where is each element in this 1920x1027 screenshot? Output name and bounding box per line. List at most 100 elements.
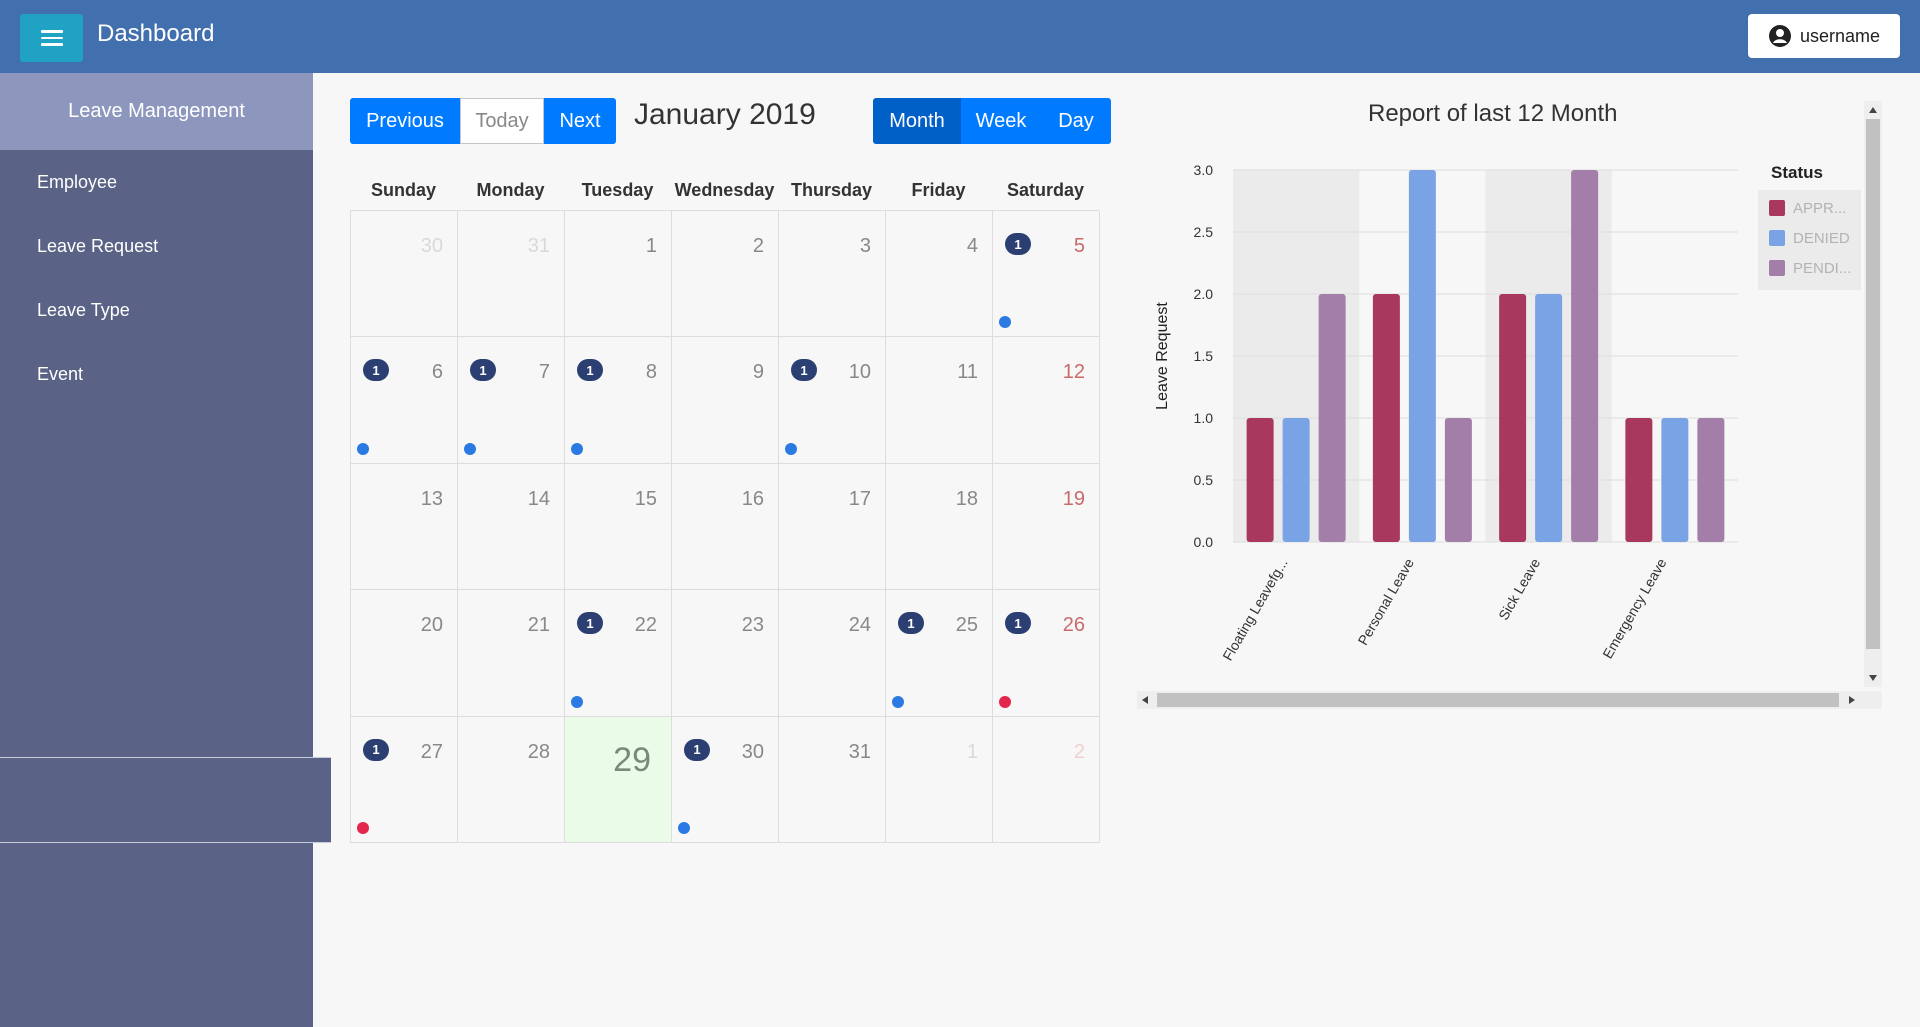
day-number: 29 bbox=[613, 740, 651, 779]
calendar-day[interactable]: 24 bbox=[779, 590, 886, 717]
event-dot[interactable] bbox=[999, 695, 1011, 708]
day-number: 10 bbox=[848, 361, 871, 384]
event-dot[interactable] bbox=[999, 316, 1011, 329]
sidebar-item-event[interactable]: Event bbox=[37, 363, 84, 384]
event-dot[interactable] bbox=[571, 695, 583, 708]
sidebar-header[interactable]: Leave Management bbox=[0, 73, 313, 150]
sidebar-item-leave-request[interactable]: Leave Request bbox=[37, 235, 159, 256]
calendar-day[interactable]: 22 1 bbox=[565, 590, 672, 717]
calendar-day[interactable]: 2 bbox=[993, 716, 1100, 843]
sidebar-item-leave-type[interactable]: Leave Type bbox=[37, 299, 130, 320]
weekday-label: Thursday bbox=[790, 179, 873, 200]
calendar-day-today[interactable]: 29 bbox=[565, 716, 672, 843]
x-tick-label: Personal Leave bbox=[1354, 555, 1417, 647]
sidebar-item-employee[interactable]: Employee bbox=[37, 171, 118, 192]
day-number: 26 bbox=[1062, 614, 1085, 637]
previous-button[interactable]: Previous bbox=[350, 98, 460, 144]
day-number: 2 bbox=[752, 235, 764, 257]
event-count-badge[interactable]: 1 bbox=[470, 359, 496, 382]
day-number: 2 bbox=[1073, 740, 1085, 763]
event-dot[interactable] bbox=[892, 695, 904, 708]
scroll-right-icon[interactable] bbox=[1849, 696, 1855, 704]
today-button[interactable]: Today bbox=[460, 98, 544, 144]
event-dot[interactable] bbox=[571, 442, 583, 455]
scroll-up-icon[interactable] bbox=[1869, 107, 1877, 113]
calendar-day[interactable]: 23 bbox=[672, 590, 779, 717]
calendar-day[interactable]: 10 1 bbox=[779, 337, 886, 464]
calendar-day[interactable]: 13 bbox=[351, 463, 458, 591]
calendar-day[interactable]: 12 bbox=[993, 337, 1100, 464]
calendar-day[interactable]: 1 bbox=[886, 716, 993, 843]
event-count-badge[interactable]: 1 bbox=[577, 612, 603, 635]
vertical-scroll-thumb[interactable] bbox=[1866, 119, 1880, 649]
calendar-day[interactable]: 27 1 bbox=[351, 716, 458, 843]
calendar-day[interactable]: 20 bbox=[351, 590, 458, 717]
calendar-day[interactable]: 30 bbox=[351, 211, 458, 338]
calendar-day[interactable]: 30 1 bbox=[672, 716, 779, 843]
calendar-day[interactable]: 17 bbox=[779, 463, 886, 591]
calendar-day[interactable]: 1 bbox=[565, 211, 672, 338]
calendar-day[interactable]: 11 bbox=[886, 337, 993, 464]
day-number: 1 bbox=[645, 235, 657, 257]
bar bbox=[1282, 418, 1310, 542]
calendar-day[interactable]: 15 bbox=[565, 463, 672, 591]
calendar-day[interactable]: 2 bbox=[672, 211, 779, 338]
chart-horizontal-scrollbar[interactable] bbox=[1137, 691, 1882, 709]
event-dot[interactable] bbox=[678, 821, 690, 834]
event-count-badge[interactable]: 1 bbox=[684, 738, 710, 761]
event-count-badge[interactable]: 1 bbox=[791, 359, 817, 382]
day-number: 1 bbox=[966, 740, 978, 763]
day-view-button[interactable]: Day bbox=[1041, 98, 1111, 144]
calendar-day[interactable]: 28 bbox=[458, 716, 565, 843]
event-count-badge[interactable]: 1 bbox=[363, 738, 389, 761]
menu-button[interactable] bbox=[20, 14, 83, 62]
horizontal-scroll-thumb[interactable] bbox=[1157, 693, 1839, 707]
y-axis-label: Leave Request bbox=[1154, 302, 1171, 410]
calendar-day[interactable]: 4 bbox=[886, 211, 993, 338]
event-dot[interactable] bbox=[357, 442, 369, 455]
next-button[interactable]: Next bbox=[544, 98, 616, 144]
event-count-badge[interactable]: 1 bbox=[577, 359, 603, 382]
calendar-day[interactable]: 14 bbox=[458, 463, 565, 591]
user-button[interactable]: username bbox=[1748, 14, 1900, 58]
day-number: 13 bbox=[420, 487, 443, 510]
day-number: 8 bbox=[645, 361, 657, 384]
calendar-day[interactable]: 18 bbox=[886, 463, 993, 591]
y-tick-label: 1.0 bbox=[1194, 410, 1214, 426]
legend-swatch bbox=[1769, 200, 1785, 216]
event-count-badge[interactable]: 1 bbox=[1005, 233, 1031, 255]
event-count-badge[interactable]: 1 bbox=[1005, 612, 1031, 635]
day-number: 15 bbox=[634, 487, 657, 510]
calendar-day[interactable]: 16 bbox=[672, 463, 779, 591]
event-dot[interactable] bbox=[785, 442, 797, 455]
app-title: Dashboard bbox=[97, 20, 215, 47]
month-view-button[interactable]: Month bbox=[873, 98, 961, 144]
calendar-day[interactable]: 3 bbox=[779, 211, 886, 338]
calendar-day[interactable]: 26 1 bbox=[993, 590, 1100, 717]
calendar-day[interactable]: 25 1 bbox=[886, 590, 993, 717]
calendar-day[interactable]: 31 bbox=[458, 211, 565, 338]
y-tick-label: 0.5 bbox=[1194, 472, 1214, 488]
day-number: 5 bbox=[1073, 235, 1085, 257]
week-view-button[interactable]: Week bbox=[961, 98, 1041, 144]
weekday-label: Saturday bbox=[1006, 179, 1085, 200]
event-dot[interactable] bbox=[464, 442, 476, 455]
calendar-day[interactable]: 21 bbox=[458, 590, 565, 717]
weekday-label: Friday bbox=[911, 179, 966, 200]
event-dot[interactable] bbox=[357, 821, 369, 834]
calendar-day[interactable]: 31 bbox=[779, 716, 886, 843]
legend-label: APPR... bbox=[1793, 200, 1846, 217]
bar bbox=[1535, 294, 1563, 542]
event-count-badge[interactable]: 1 bbox=[898, 612, 924, 635]
scroll-left-icon[interactable] bbox=[1142, 696, 1148, 704]
bar bbox=[1444, 418, 1472, 542]
calendar-day[interactable]: 9 bbox=[672, 337, 779, 464]
chart-vertical-scrollbar[interactable] bbox=[1864, 101, 1882, 687]
calendar-day[interactable]: 19 bbox=[993, 463, 1100, 591]
event-count-badge[interactable]: 1 bbox=[363, 359, 389, 382]
scroll-down-icon[interactable] bbox=[1869, 675, 1877, 681]
